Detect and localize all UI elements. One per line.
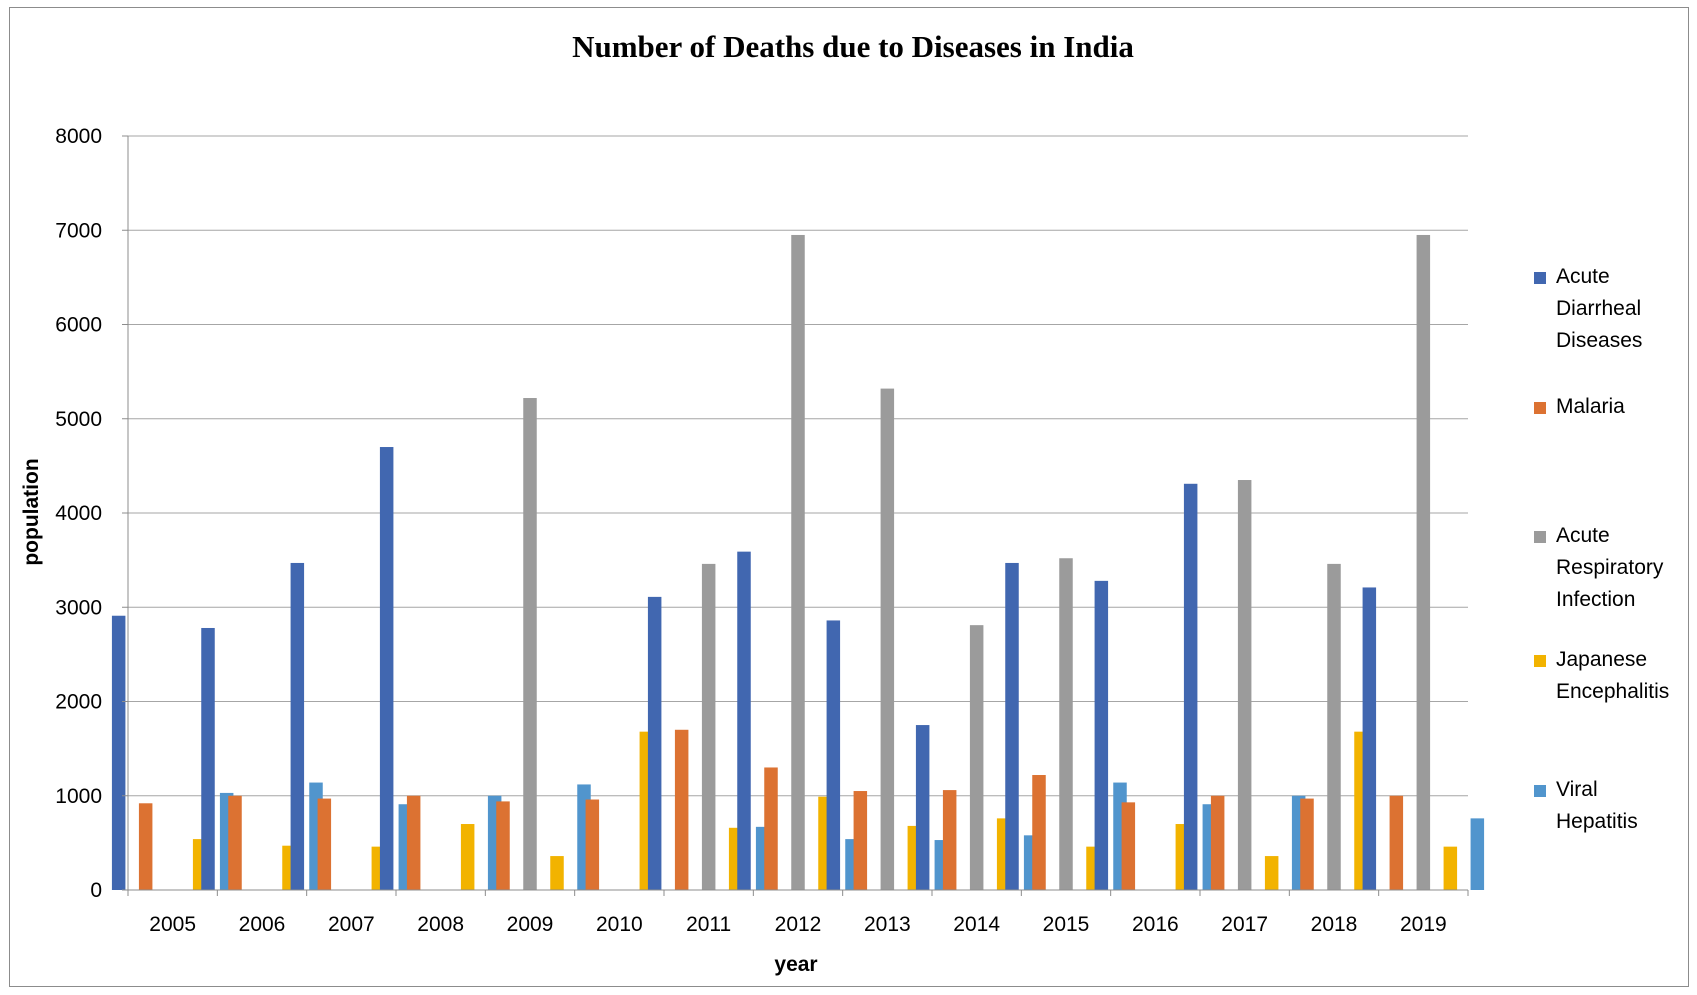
legend-label: Diarrheal bbox=[1556, 297, 1641, 320]
y-tick-label: 1000 bbox=[55, 785, 102, 808]
bar-acute-respiratory-infection-2017 bbox=[1237, 480, 1252, 890]
bar-acute-diarrheal-diseases-2013 bbox=[826, 620, 841, 890]
legend-swatch bbox=[1534, 785, 1546, 797]
x-tick-label: 2014 bbox=[953, 913, 1000, 936]
bar-acute-respiratory-infection-2015 bbox=[1059, 558, 1073, 890]
bar-acute-respiratory-infection-2009 bbox=[523, 398, 537, 890]
bar-acute-diarrheal-diseases-2007 bbox=[290, 562, 305, 890]
bar-japanese-encephalitis-2017 bbox=[1264, 856, 1279, 890]
legend: Acute Diarrheal Diseases Malaria Acute Respir… bbox=[1534, 265, 1669, 833]
legend-swatch bbox=[1534, 531, 1546, 543]
y-tick-label: 2000 bbox=[55, 691, 102, 714]
bar-malaria-2018 bbox=[1300, 798, 1314, 890]
bars bbox=[111, 234, 1485, 890]
axes bbox=[122, 135, 1469, 896]
bar-acute-diarrheal-diseases-2014 bbox=[915, 725, 930, 890]
legend-label: Encephalitis bbox=[1556, 680, 1669, 703]
bar-acute-respiratory-infection-2018 bbox=[1327, 563, 1341, 890]
legend-label: Malaria bbox=[1556, 395, 1625, 418]
y-tick-label: 5000 bbox=[55, 408, 102, 431]
bar-acute-diarrheal-diseases-2015 bbox=[1005, 562, 1019, 890]
bar-malaria-2019 bbox=[1389, 795, 1404, 890]
bar-malaria-2012 bbox=[764, 767, 778, 890]
bar-acute-respiratory-infection-2013 bbox=[880, 388, 895, 890]
bar-malaria-2015 bbox=[1032, 775, 1046, 890]
x-tick-label: 2013 bbox=[864, 913, 911, 936]
y-tick-label: 8000 bbox=[55, 125, 102, 148]
x-tick-label: 2006 bbox=[239, 913, 286, 936]
x-tick-label: 2009 bbox=[507, 913, 554, 936]
legend-swatch bbox=[1534, 655, 1546, 667]
x-tick-label: 2011 bbox=[686, 913, 731, 936]
bar-malaria-2017 bbox=[1210, 795, 1225, 890]
bar-acute-respiratory-infection-2019 bbox=[1416, 234, 1431, 890]
legend-label: Hepatitis bbox=[1556, 810, 1638, 833]
y-axis-title: population bbox=[20, 458, 43, 565]
legend-item-acute-diarrheal-diseases: Acute Diarrheal Diseases bbox=[1534, 265, 1642, 352]
bar-japanese-encephalitis-2008 bbox=[460, 824, 475, 890]
x-tick-labels: 2005 2006 2007 2008 2009 2010 2011 2012 2013 2014… bbox=[149, 913, 1446, 936]
y-tick-label: 0 bbox=[90, 879, 102, 902]
bar-acute-respiratory-infection-2014 bbox=[969, 625, 984, 890]
legend-swatch bbox=[1534, 402, 1546, 414]
legend-label: Acute bbox=[1556, 265, 1610, 288]
bar-acute-diarrheal-diseases-2016 bbox=[1094, 580, 1109, 890]
bar-acute-diarrheal-diseases-2017 bbox=[1183, 483, 1198, 890]
x-tick-label: 2019 bbox=[1400, 913, 1447, 936]
bar-acute-respiratory-infection-2011 bbox=[701, 563, 716, 890]
bar-malaria-2016 bbox=[1121, 802, 1136, 890]
legend-item-japanese-encephalitis: Japanese Encephalitis bbox=[1534, 648, 1669, 703]
bar-acute-respiratory-infection-2012 bbox=[791, 234, 805, 890]
legend-item-malaria: Malaria bbox=[1534, 395, 1625, 418]
legend-item-viral-hepatitis: Viral Hepatitis bbox=[1534, 778, 1638, 833]
legend-item-acute-respiratory-infection: Acute Respiratory Infection bbox=[1534, 524, 1664, 611]
bar-acute-diarrheal-diseases-2011 bbox=[647, 596, 662, 890]
bar-acute-diarrheal-diseases-2006 bbox=[201, 627, 215, 890]
x-tick-label: 2015 bbox=[1043, 913, 1090, 936]
bar-malaria-2013 bbox=[853, 791, 868, 890]
bar-malaria-2011 bbox=[674, 729, 689, 890]
bar-malaria-2007 bbox=[317, 798, 332, 890]
y-tick-labels: 0 1000 2000 3000 4000 5000 6000 7000 8000 bbox=[55, 125, 102, 902]
bar-acute-diarrheal-diseases-2005 bbox=[111, 615, 126, 890]
x-tick-label: 2010 bbox=[596, 913, 643, 936]
legend-label: Infection bbox=[1556, 588, 1635, 611]
legend-label: Viral bbox=[1556, 778, 1598, 801]
x-tick-label: 2008 bbox=[417, 913, 464, 936]
bar-malaria-2010 bbox=[585, 799, 600, 890]
x-tick-label: 2018 bbox=[1311, 913, 1358, 936]
legend-label: Acute bbox=[1556, 524, 1610, 547]
bar-japanese-encephalitis-2009 bbox=[550, 856, 564, 890]
x-tick-label: 2005 bbox=[149, 913, 196, 936]
bar-acute-diarrheal-diseases-2008 bbox=[379, 447, 394, 890]
bar-malaria-2005 bbox=[138, 803, 153, 890]
chart-frame bbox=[9, 7, 1689, 987]
y-tick-label: 7000 bbox=[55, 219, 102, 242]
x-tick-label: 2016 bbox=[1132, 913, 1179, 936]
bar-malaria-2014 bbox=[942, 790, 957, 890]
bar-japanese-encephalitis-2019 bbox=[1443, 846, 1458, 890]
y-tick-label: 6000 bbox=[55, 314, 102, 337]
legend-label: Japanese bbox=[1556, 648, 1647, 671]
chart-title: Number of Deaths due to Diseases in Indi… bbox=[572, 29, 1134, 64]
bar-malaria-2006 bbox=[228, 795, 242, 890]
legend-label: Respiratory bbox=[1556, 556, 1664, 579]
x-tick-label: 2007 bbox=[328, 913, 375, 936]
y-tick-label: 3000 bbox=[55, 596, 102, 619]
bar-acute-diarrheal-diseases-2012 bbox=[737, 551, 751, 890]
x-tick-label: 2012 bbox=[775, 913, 822, 936]
x-tick-label: 2017 bbox=[1221, 913, 1268, 936]
y-tick-label: 4000 bbox=[55, 502, 102, 525]
bar-malaria-2008 bbox=[406, 795, 421, 890]
legend-swatch bbox=[1534, 272, 1546, 284]
bar-malaria-2009 bbox=[496, 801, 510, 890]
legend-label: Diseases bbox=[1556, 329, 1642, 352]
x-axis-title: year bbox=[774, 953, 817, 976]
bar-viral-hepatitis-2019 bbox=[1470, 818, 1485, 890]
bar-acute-diarrheal-diseases-2019 bbox=[1362, 587, 1377, 890]
